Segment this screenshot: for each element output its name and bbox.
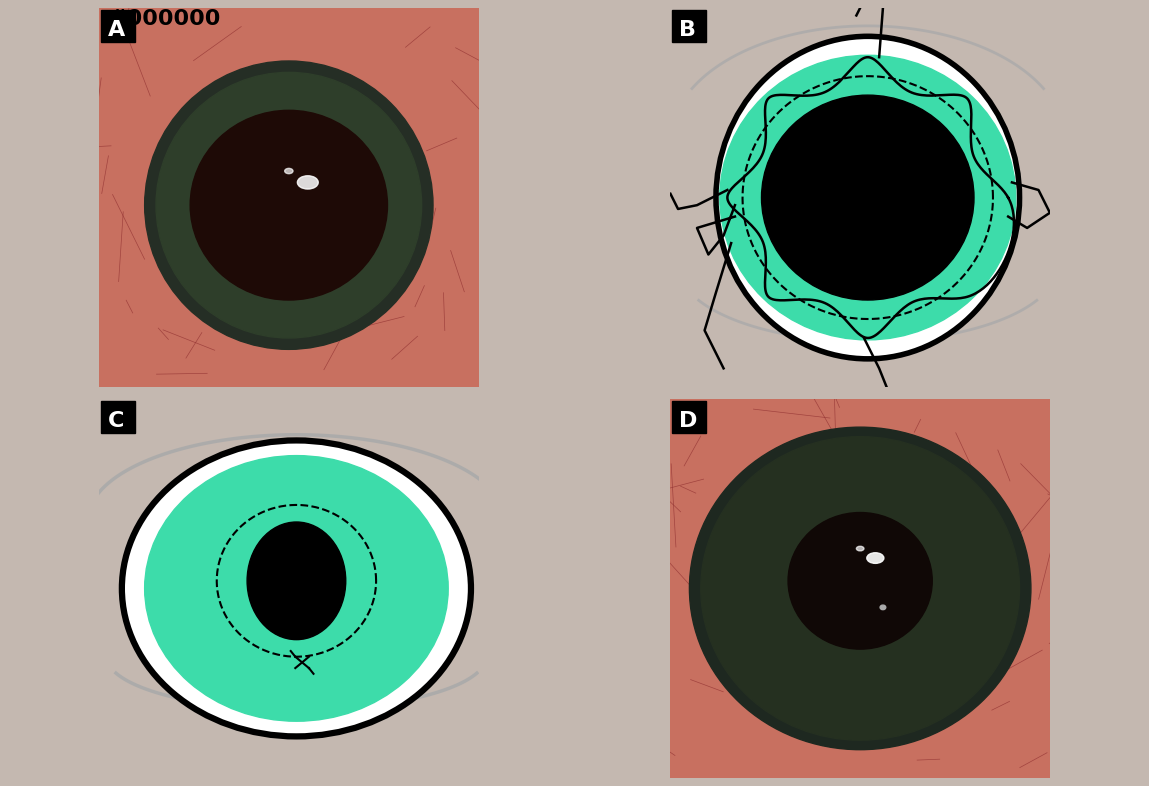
Ellipse shape <box>145 456 448 722</box>
Ellipse shape <box>285 168 293 174</box>
Text: B: B <box>679 20 696 40</box>
FancyBboxPatch shape <box>672 9 707 42</box>
FancyBboxPatch shape <box>101 401 136 433</box>
Ellipse shape <box>247 522 346 640</box>
Ellipse shape <box>719 55 1016 340</box>
FancyBboxPatch shape <box>672 401 707 433</box>
Ellipse shape <box>298 176 318 189</box>
Ellipse shape <box>145 61 433 349</box>
Ellipse shape <box>191 110 387 300</box>
Ellipse shape <box>762 95 974 300</box>
Text: D: D <box>679 411 697 432</box>
Text: #000000: #000000 <box>109 9 221 29</box>
Ellipse shape <box>156 72 422 338</box>
Ellipse shape <box>716 36 1019 359</box>
Ellipse shape <box>788 512 932 649</box>
FancyBboxPatch shape <box>101 9 136 42</box>
Ellipse shape <box>880 605 886 610</box>
Ellipse shape <box>689 427 1031 750</box>
Text: C: C <box>108 411 124 432</box>
Ellipse shape <box>856 546 864 551</box>
Text: A: A <box>108 20 125 40</box>
Ellipse shape <box>122 440 471 736</box>
Ellipse shape <box>701 437 1019 740</box>
Ellipse shape <box>866 553 884 564</box>
